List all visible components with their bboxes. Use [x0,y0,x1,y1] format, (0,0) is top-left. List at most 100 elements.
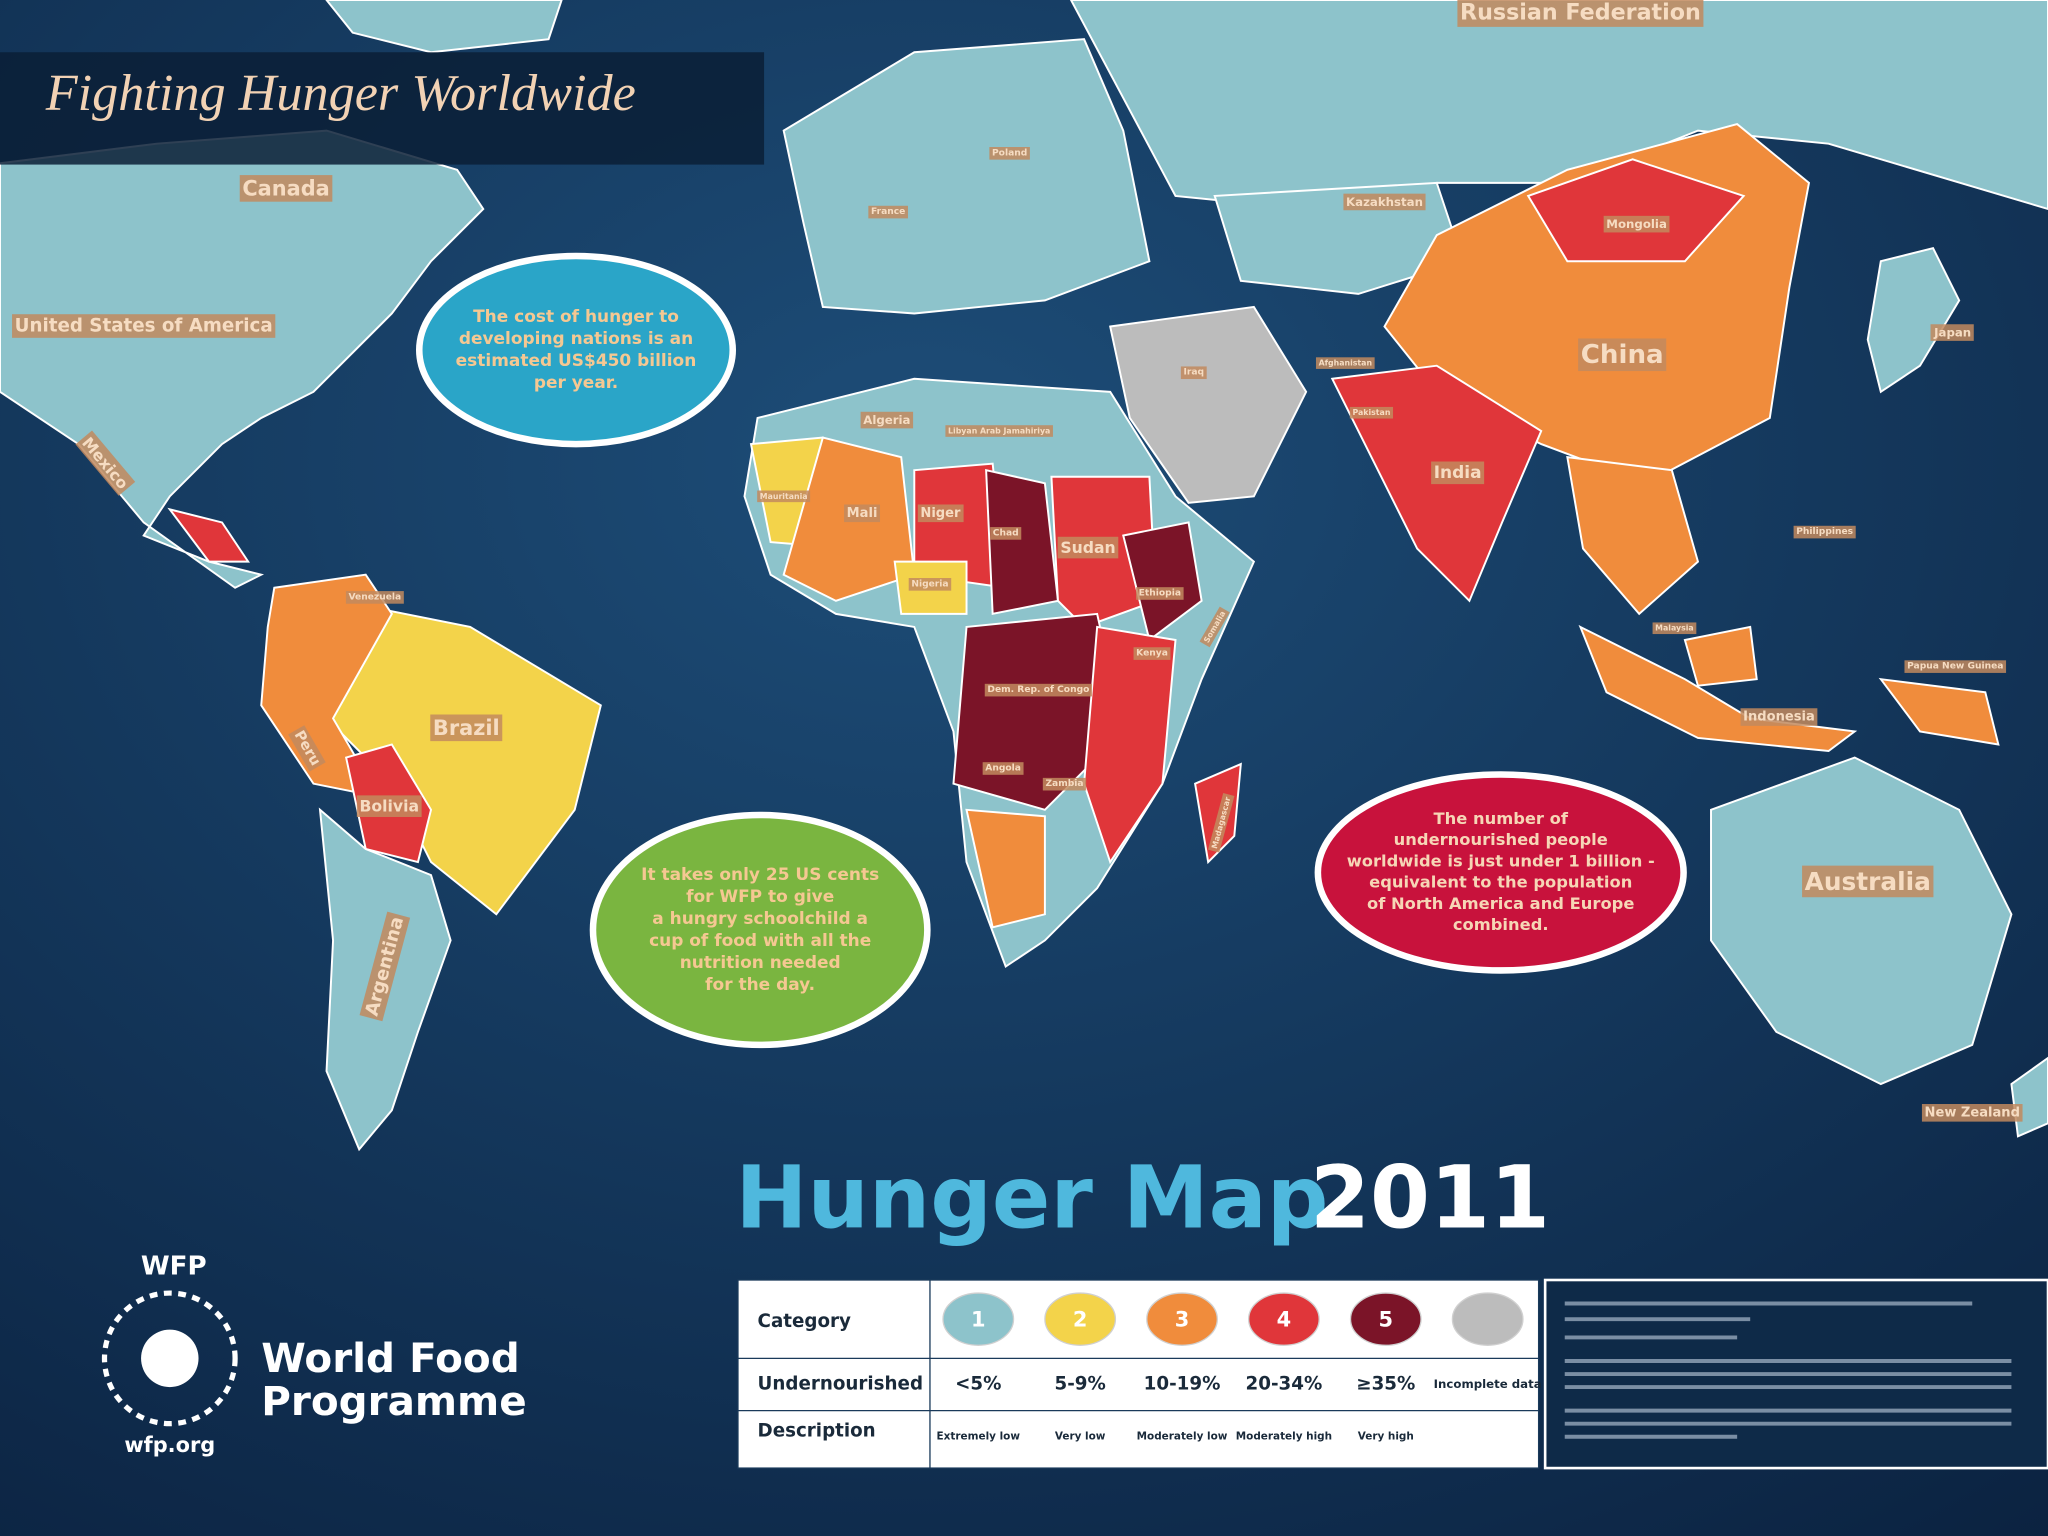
label-plate [1199,606,1230,648]
country-name: Malaysia [1655,624,1694,633]
bubble-text: It takes only 25 US cents [641,865,879,885]
legend-description: Moderately low [1137,1431,1228,1443]
legend-category: 2 [1073,1307,1088,1331]
country-name: Nigeria [911,579,948,589]
country-label: Brazil [430,714,503,742]
country-label: Ethiopia [1136,587,1184,600]
legend-category: 1 [971,1307,986,1331]
country-label: Zambia [1042,777,1087,791]
label-plate [868,205,908,219]
label-plate [1315,357,1375,369]
bubble-text: for WFP to give [686,887,834,907]
country-name: Ethiopia [1139,588,1181,598]
sources-box [1543,1278,2048,1470]
country-label: Venezuela [345,591,404,604]
legend-undernourished: ≥35% [1356,1373,1415,1394]
bubble [1314,771,1687,974]
country-name: Mongolia [1606,217,1667,231]
country-name: Afghanistan [1319,359,1372,368]
label-plate [1208,792,1235,853]
country-name: Angola [985,764,1021,774]
label-plate [1133,647,1171,660]
label-plate [430,714,503,742]
country-label: Sudan [1057,536,1119,559]
bubble [416,252,736,448]
country-name: Algeria [863,413,910,427]
bubble-text: worldwide is just under 1 billion - [1347,851,1655,870]
label-plate [945,425,1053,437]
label-plate [1904,660,2007,673]
logo-acronym: WFP [141,1251,207,1281]
label-plate [1180,366,1207,380]
country-label: Papua New Guinea [1904,660,2007,673]
legend-row-header: Description [758,1421,876,1442]
label-plate [1457,0,1704,27]
country-name: Iraq [1183,368,1204,378]
country-label: United States of America [12,314,276,338]
bubble-text: combined. [1453,915,1549,934]
label-plate [288,725,326,772]
label-plate [984,683,1092,697]
country-label: Mali [844,504,881,523]
legend-swatch [1146,1292,1218,1346]
page-title: Fighting Hunger Worldwide [45,64,636,122]
country-name: Brazil [433,716,500,740]
country-label: Kenya [1133,647,1171,660]
country-label: Afghanistan [1315,357,1375,369]
country-name: United States of America [15,316,273,337]
label-plate [1349,406,1394,419]
legend-description: Very low [1055,1431,1106,1443]
legend-swatch [1451,1292,1524,1346]
map-year: 2011 [1310,1149,1550,1249]
label-plate [990,527,1022,540]
label-plate [1578,338,1667,372]
country-name: Zambia [1045,779,1083,789]
legend-swatch [942,1292,1015,1346]
country-label: Dem. Rep. of Congo [984,683,1092,697]
bubble-text: equivalent to the population [1369,873,1632,892]
label-plate [75,430,136,496]
legend-row-header: Undernourished [758,1373,923,1394]
country-name: Niger [920,506,961,521]
country-name: New Zealand [1925,1105,2020,1120]
label-plate [982,762,1024,775]
label-plate [917,504,964,523]
label-plate [12,314,276,338]
legend-undernourished: <5% [955,1373,1001,1394]
country-name: Russian Federation [1460,0,1701,26]
label-plate [989,147,1030,160]
country-name: Kazakhstan [1346,195,1423,209]
label-plate [1057,536,1119,559]
title-band [0,52,765,165]
country-label: Algeria [860,411,914,429]
legend-description: Extremely low [937,1431,1021,1443]
country-label: Australia [1802,865,1934,898]
country-label: New Zealand [1921,1104,2023,1122]
country-name: Chad [993,528,1019,538]
country-name: India [1434,463,1482,483]
legend-undernourished: 5-9% [1055,1373,1106,1394]
label-plate [1921,1104,2023,1122]
label-plate [345,591,404,604]
bubble-text: developing nations is an [459,329,693,349]
country-name: Bolivia [359,797,419,816]
country-name: Mali [847,506,878,521]
label-plate [1042,777,1087,791]
country-name: Poland [992,148,1027,158]
country-label: Bolivia [356,795,422,817]
label-plate [844,504,881,523]
country-name: China [1581,340,1664,370]
label-plate [1740,708,1818,726]
bubble-text: nutrition needed [680,953,841,973]
label-plate [1793,525,1856,539]
country-name: Dem. Rep. of Congo [987,685,1089,695]
country-label: Kazakhstan [1343,193,1426,211]
label-plate [1431,461,1485,485]
legend-swatch [1349,1292,1422,1346]
country-label: China [1578,338,1667,372]
country-name: Pakistan [1352,408,1390,417]
label-plate [1930,324,1974,341]
country-label: Chad [990,527,1022,540]
logo-name: Programme [261,1377,526,1425]
